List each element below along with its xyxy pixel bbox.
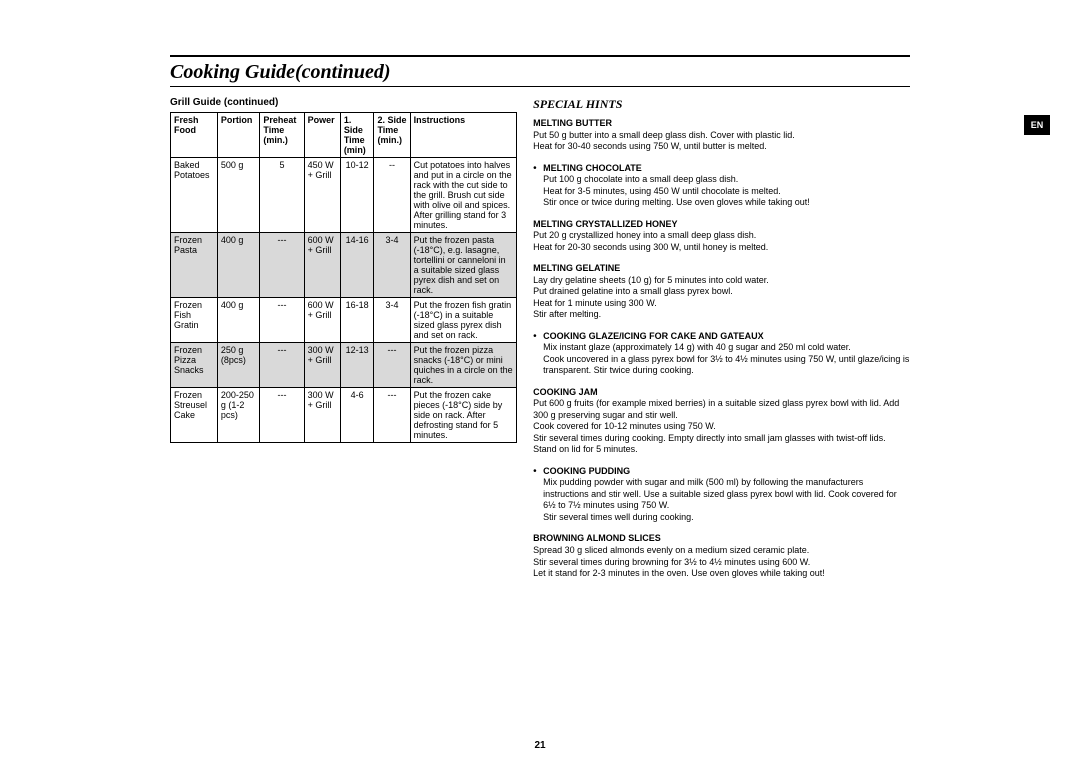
cell-power: 300 W + Grill — [304, 388, 340, 443]
cell-s1: 14-16 — [340, 233, 374, 298]
hint-line: Heat for 30-40 seconds using 750 W, unti… — [533, 141, 910, 153]
cell-portion: 400 g — [217, 233, 259, 298]
cell-preheat: --- — [260, 233, 304, 298]
cell-s1: 10-12 — [340, 158, 374, 233]
th-instructions: Instructions — [410, 113, 517, 158]
grill-guide-heading: Grill Guide (continued) — [170, 97, 517, 108]
hint-title: MELTING GELATINE — [533, 263, 910, 275]
content-columns: Grill Guide (continued) Fresh Food Porti… — [170, 97, 910, 590]
cell-food: Frozen Streusel Cake — [171, 388, 218, 443]
hint-line: Heat for 20-30 seconds using 300 W, unti… — [533, 242, 910, 254]
hint-line: Lay dry gelatine sheets (10 g) for 5 min… — [533, 275, 910, 287]
cell-food: Frozen Pasta — [171, 233, 218, 298]
cell-preheat: --- — [260, 343, 304, 388]
cell-s2: -- — [374, 158, 410, 233]
hint-line: Cook uncovered in a glass pyrex bowl for… — [543, 354, 910, 377]
hint-block: MELTING CHOCOLATEPut 100 g chocolate int… — [533, 163, 910, 209]
cell-preheat: 5 — [260, 158, 304, 233]
cell-inst: Cut potatoes into halves and put in a ci… — [410, 158, 517, 233]
cell-inst: Put the frozen pizza snacks (-18°C) or m… — [410, 343, 517, 388]
hint-title: MELTING BUTTER — [533, 118, 910, 130]
hint-line: Mix pudding powder with sugar and milk (… — [543, 477, 910, 512]
th-side1: 1. Side Time (min) — [340, 113, 374, 158]
hint-line: Cook covered for 10-12 minutes using 750… — [533, 421, 910, 433]
manual-page: Cooking Guide(continued) EN Grill Guide … — [170, 55, 910, 590]
hint-block: COOKING JAMPut 600 g fruits (for example… — [533, 387, 910, 456]
cell-power: 300 W + Grill — [304, 343, 340, 388]
hint-block: COOKING GLAZE/ICING FOR CAKE AND GATEAUX… — [533, 331, 910, 377]
cell-preheat: --- — [260, 298, 304, 343]
rule-bottom — [170, 86, 910, 87]
th-side2: 2. Side Time (min.) — [374, 113, 410, 158]
cell-s1: 16-18 — [340, 298, 374, 343]
cell-s2: 3-4 — [374, 298, 410, 343]
th-power: Power — [304, 113, 340, 158]
hint-block: MELTING GELATINELay dry gelatine sheets … — [533, 263, 910, 321]
hint-line: Stir several times well during cooking. — [543, 512, 910, 524]
hint-title: COOKING JAM — [533, 387, 910, 399]
hint-line: Stir several times during browning for 3… — [533, 557, 910, 569]
page-number: 21 — [534, 740, 545, 751]
hint-line: Stir after melting. — [533, 309, 910, 321]
hint-block: BROWNING ALMOND SLICESSpread 30 g sliced… — [533, 533, 910, 579]
th-portion: Portion — [217, 113, 259, 158]
hint-line: Heat for 1 minute using 300 W. — [533, 298, 910, 310]
hint-line: Mix instant glaze (approximately 14 g) w… — [543, 342, 910, 354]
cell-food: Frozen Pizza Snacks — [171, 343, 218, 388]
cell-inst: Put the frozen cake pieces (-18°C) side … — [410, 388, 517, 443]
hint-line: Put 50 g butter into a small deep glass … — [533, 130, 910, 142]
th-preheat: Preheat Time (min.) — [260, 113, 304, 158]
hint-title: COOKING GLAZE/ICING FOR CAKE AND GATEAUX — [543, 331, 910, 343]
cell-power: 600 W + Grill — [304, 233, 340, 298]
hint-line: Put drained gelatine into a small glass … — [533, 286, 910, 298]
table-row: Frozen Fish Gratin400 g---600 W + Grill1… — [171, 298, 517, 343]
grill-guide-table: Fresh Food Portion Preheat Time (min.) P… — [170, 112, 517, 443]
hint-line: Let it stand for 2-3 minutes in the oven… — [533, 568, 910, 580]
cell-s1: 4-6 — [340, 388, 374, 443]
cell-power: 450 W + Grill — [304, 158, 340, 233]
cell-s1: 12-13 — [340, 343, 374, 388]
hint-title: COOKING PUDDING — [543, 466, 910, 478]
hint-line: Put 600 g fruits (for example mixed berr… — [533, 398, 910, 421]
hint-block: MELTING BUTTERPut 50 g butter into a sma… — [533, 118, 910, 153]
cell-s2: --- — [374, 343, 410, 388]
hint-line: Put 20 g crystallized honey into a small… — [533, 230, 910, 242]
right-column: SPECIAL HINTS MELTING BUTTERPut 50 g but… — [533, 97, 910, 590]
cell-inst: Put the frozen pasta (-18°C), e.g. lasag… — [410, 233, 517, 298]
cell-food: Baked Potatoes — [171, 158, 218, 233]
cell-preheat: --- — [260, 388, 304, 443]
hint-line: Stir several times during cooking. Empty… — [533, 433, 910, 456]
hint-line: Stir once or twice during melting. Use o… — [543, 197, 910, 209]
table-row: Frozen Pasta400 g---600 W + Grill14-163-… — [171, 233, 517, 298]
special-hints-heading: SPECIAL HINTS — [533, 97, 910, 112]
left-column: Grill Guide (continued) Fresh Food Porti… — [170, 97, 517, 590]
cell-portion: 500 g — [217, 158, 259, 233]
language-tab: EN — [1024, 115, 1050, 135]
hint-title: MELTING CRYSTALLIZED HONEY — [533, 219, 910, 231]
cell-power: 600 W + Grill — [304, 298, 340, 343]
hint-block: COOKING PUDDINGMix pudding powder with s… — [533, 466, 910, 524]
cell-portion: 250 g (8pcs) — [217, 343, 259, 388]
hint-line: Spread 30 g sliced almonds evenly on a m… — [533, 545, 910, 557]
hint-block: MELTING CRYSTALLIZED HONEYPut 20 g cryst… — [533, 219, 910, 254]
table-row: Frozen Streusel Cake200-250 g (1-2 pcs)-… — [171, 388, 517, 443]
cell-inst: Put the frozen fish gratin (-18°C) in a … — [410, 298, 517, 343]
hint-line: Heat for 3-5 minutes, using 450 W until … — [543, 186, 910, 198]
hint-title: BROWNING ALMOND SLICES — [533, 533, 910, 545]
cell-portion: 200-250 g (1-2 pcs) — [217, 388, 259, 443]
cell-s2: 3-4 — [374, 233, 410, 298]
table-row: Frozen Pizza Snacks250 g (8pcs)---300 W … — [171, 343, 517, 388]
cell-food: Frozen Fish Gratin — [171, 298, 218, 343]
hint-title: MELTING CHOCOLATE — [543, 163, 910, 175]
cell-portion: 400 g — [217, 298, 259, 343]
cell-s2: --- — [374, 388, 410, 443]
hint-line: Put 100 g chocolate into a small deep gl… — [543, 174, 910, 186]
table-row: Baked Potatoes500 g5450 W + Grill10-12--… — [171, 158, 517, 233]
th-food: Fresh Food — [171, 113, 218, 158]
page-title: Cooking Guide(continued) — [170, 57, 910, 86]
